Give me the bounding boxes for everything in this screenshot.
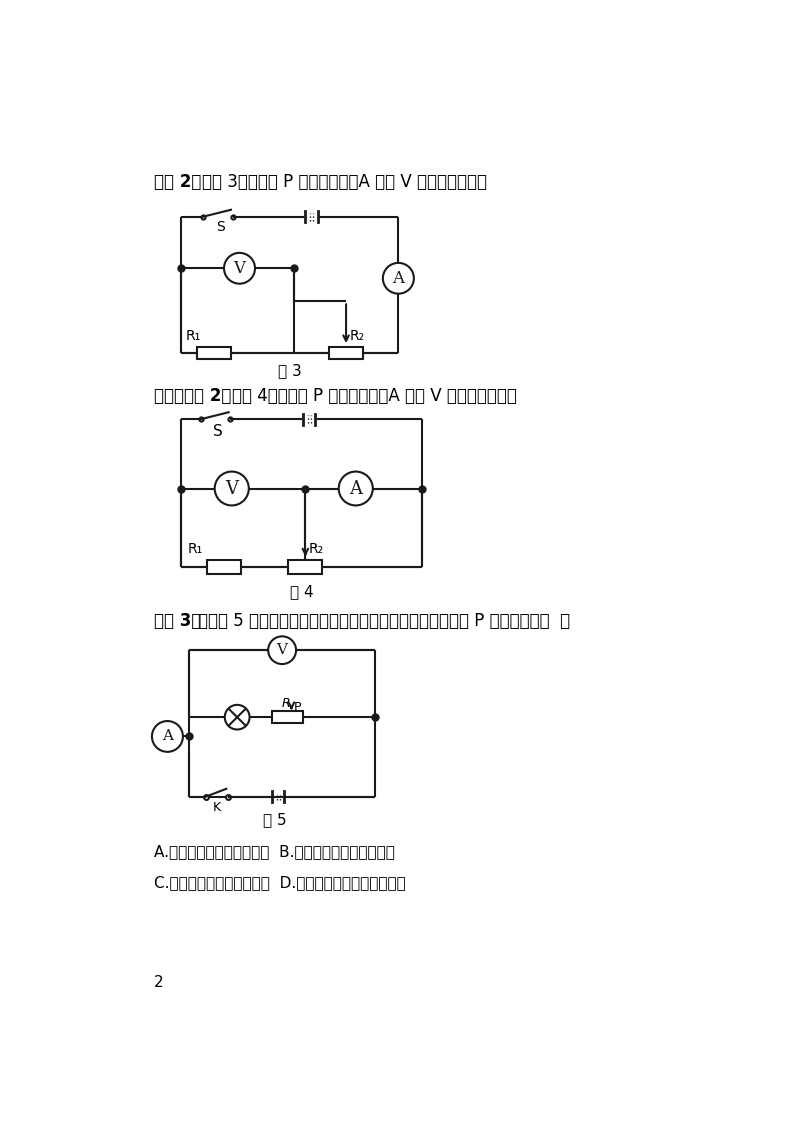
Text: 在如图 5 所示电路中，当闭合电键后，滑动变阻器的滑动片 P 向右移动时（  ）: 在如图 5 所示电路中，当闭合电键后，滑动变阻器的滑动片 P 向右移动时（ ） <box>198 612 570 629</box>
Circle shape <box>268 636 296 664</box>
Text: V: V <box>277 643 288 658</box>
Circle shape <box>224 252 255 284</box>
Text: K: K <box>213 800 221 814</box>
Text: 《例 2》: 《例 2》 <box>154 173 202 191</box>
Text: R: R <box>282 697 290 710</box>
Text: C.伏特表示数不变，灯变亮  D.伏特表示数不变，灯变暗、: C.伏特表示数不变，灯变亮 D.伏特表示数不变，灯变暗、 <box>154 875 406 890</box>
Text: 如图 4，当滑片 P 向左移动时，A 表和 V 表将如何变化。: 如图 4，当滑片 P 向左移动时，A 表和 V 表将如何变化。 <box>232 387 517 405</box>
Circle shape <box>225 705 250 729</box>
Text: R₁: R₁ <box>186 329 201 343</box>
Circle shape <box>214 472 249 506</box>
Text: A.安培表示数变大，灯变暗  B.安培表示数变小，灯变亮: A.安培表示数变大，灯变暗 B.安培表示数变小，灯变亮 <box>154 844 395 859</box>
Text: R₁: R₁ <box>187 541 203 556</box>
Circle shape <box>383 263 414 293</box>
Text: 2: 2 <box>154 976 164 990</box>
Text: R₂: R₂ <box>349 329 364 343</box>
Text: V: V <box>234 259 246 277</box>
Bar <box>329 346 363 359</box>
Text: 图 4: 图 4 <box>290 584 314 599</box>
Text: S: S <box>213 424 222 439</box>
Circle shape <box>338 472 373 506</box>
Text: 图 5: 图 5 <box>262 812 286 827</box>
Text: 《例 3》: 《例 3》 <box>154 612 202 629</box>
Text: A: A <box>392 269 404 286</box>
Text: P: P <box>294 701 302 713</box>
Text: 图 3: 图 3 <box>278 363 302 378</box>
Text: A: A <box>162 729 173 744</box>
Text: 《变式训练 2》: 《变式训练 2》 <box>154 387 232 405</box>
Bar <box>288 560 322 574</box>
Text: V: V <box>226 480 238 497</box>
Circle shape <box>152 721 183 752</box>
Bar <box>272 711 303 723</box>
Text: R₂: R₂ <box>309 541 323 556</box>
Bar <box>207 560 241 574</box>
Text: 如图 3，当滑片 P 向左移动时，A 表和 V 表将如何变化。: 如图 3，当滑片 P 向左移动时，A 表和 V 表将如何变化。 <box>202 173 487 191</box>
Text: A: A <box>350 480 362 497</box>
Bar <box>197 346 231 359</box>
Text: S: S <box>216 221 225 234</box>
